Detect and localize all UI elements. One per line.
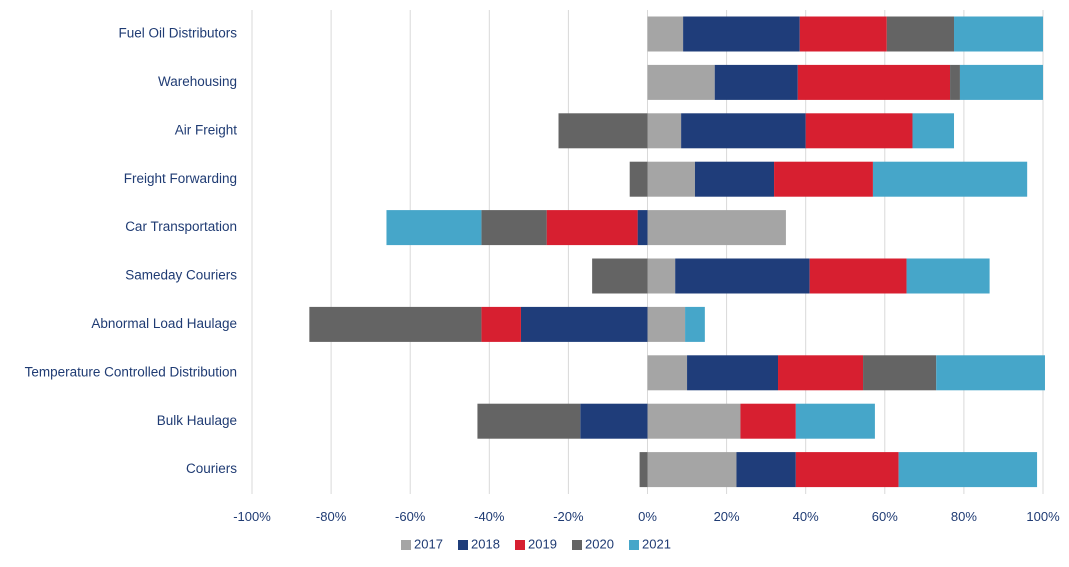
x-axis-ticks: -100% -80% -60% -40% -20% 0% 20% 40% 60% 80% 100%	[233, 509, 1060, 524]
bar-2019-2	[805, 113, 913, 149]
legend-swatch-2021	[629, 540, 639, 550]
bar-2017-5	[647, 258, 676, 294]
bar-2020-1	[950, 64, 960, 100]
bar-2021-5	[906, 258, 990, 294]
x-tick-label: -20%	[553, 509, 584, 524]
legend: 2017 2018 2019 2020 2021	[401, 536, 671, 551]
bar-2019-4	[546, 210, 638, 246]
category-label: Air Freight	[175, 122, 238, 137]
bar-2017-7	[647, 355, 688, 391]
bar-2018-0	[683, 16, 800, 52]
bar-2017-6	[647, 306, 686, 342]
x-tick-label: 0%	[638, 509, 657, 524]
bar-2021-1	[959, 64, 1043, 100]
x-tick-label: -60%	[395, 509, 426, 524]
x-tick-label: -100%	[233, 509, 271, 524]
category-label: Warehousing	[158, 74, 237, 89]
x-tick-label: 20%	[714, 509, 740, 524]
bar-2018-7	[687, 355, 779, 391]
legend-swatch-2019	[515, 540, 525, 550]
bar-2018-5	[675, 258, 810, 294]
bar-2019-5	[809, 258, 907, 294]
bar-2019-7	[778, 355, 864, 391]
bar-2017-4	[647, 210, 786, 246]
bar-2017-2	[647, 113, 682, 149]
bar-2018-2	[681, 113, 806, 149]
category-label: Bulk Haulage	[157, 413, 237, 428]
bar-2019-9	[795, 452, 899, 488]
bar-2018-4	[637, 210, 648, 246]
category-label: Abnormal Load Haulage	[91, 316, 237, 331]
bar-2021-7	[936, 355, 1045, 391]
bar-2020-8	[477, 403, 581, 439]
x-tick-label: 100%	[1026, 509, 1060, 524]
legend-swatch-2020	[572, 540, 582, 550]
bar-2018-6	[520, 306, 648, 342]
bar-2021-2	[912, 113, 955, 149]
category-label: Car Transportation	[125, 219, 237, 234]
category-label: Sameday Couriers	[125, 268, 237, 283]
bar-2020-7	[863, 355, 937, 391]
bar-2019-3	[774, 161, 873, 197]
x-tick-label: 40%	[793, 509, 819, 524]
legend-label: 2017	[414, 536, 443, 551]
category-label: Freight Forwarding	[124, 171, 237, 186]
bar-2019-8	[740, 403, 796, 439]
bar-2020-9	[639, 452, 648, 488]
bar-2020-0	[886, 16, 955, 52]
legend-swatch-2018	[458, 540, 468, 550]
bar-2021-6	[685, 306, 705, 342]
x-tick-label: 60%	[872, 509, 898, 524]
legend-swatch-2017	[401, 540, 411, 550]
bar-2018-1	[714, 64, 798, 100]
bar-2021-4	[386, 210, 482, 246]
legend-label: 2021	[642, 536, 671, 551]
bar-2017-1	[647, 64, 715, 100]
legend-label: 2020	[585, 536, 614, 551]
bar-2019-1	[797, 64, 951, 100]
bar-2020-3	[629, 161, 648, 197]
bars	[309, 16, 1045, 488]
bar-2020-2	[558, 113, 648, 149]
bar-2021-9	[898, 452, 1038, 488]
legend-label: 2019	[528, 536, 557, 551]
category-label: Fuel Oil Distributors	[118, 26, 237, 41]
bar-2018-9	[736, 452, 796, 488]
bar-2017-0	[647, 16, 684, 52]
bar-2017-9	[647, 452, 737, 488]
bar-2019-6	[481, 306, 521, 342]
bar-2019-0	[799, 16, 887, 52]
x-tick-label: 80%	[951, 509, 977, 524]
bar-2018-8	[580, 403, 648, 439]
bar-2020-5	[592, 258, 648, 294]
bar-2018-3	[694, 161, 775, 197]
category-label: Temperature Controlled Distribution	[25, 364, 237, 379]
bar-2020-6	[309, 306, 482, 342]
x-tick-label: -80%	[316, 509, 347, 524]
bar-2021-3	[872, 161, 1028, 197]
bar-2021-0	[954, 16, 1043, 52]
x-tick-label: -40%	[474, 509, 505, 524]
category-label: Couriers	[186, 461, 237, 476]
bar-2017-3	[647, 161, 695, 197]
bar-2020-4	[481, 210, 547, 246]
category-labels: Fuel Oil Distributors Warehousing Air Frei…	[25, 26, 238, 477]
bar-2021-8	[795, 403, 875, 439]
bar-2017-8	[647, 403, 741, 439]
legend-label: 2018	[471, 536, 500, 551]
